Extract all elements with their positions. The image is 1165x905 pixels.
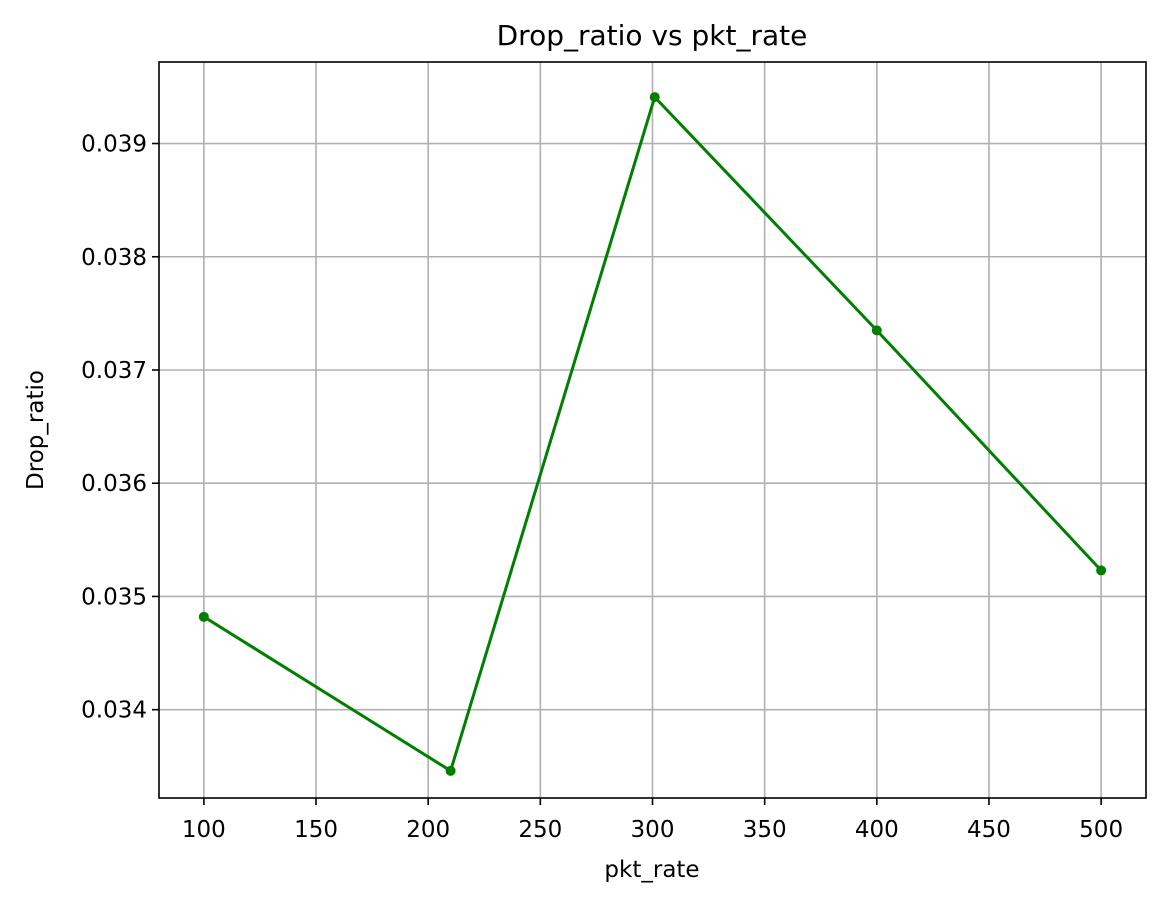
data-point: [198, 611, 209, 622]
x-tick-label: 100: [182, 817, 226, 843]
y-axis-title: Drop_ratio: [23, 370, 49, 490]
y-tick-label: 0.036: [81, 471, 147, 497]
x-tick-label: 150: [294, 817, 338, 843]
series-layer: [198, 92, 1107, 776]
data-point: [1096, 565, 1107, 576]
y-axis-ticks: 0.034 0.035 0.036 0.037 0.038 0.039: [81, 132, 159, 724]
grid-lines: [159, 62, 1146, 798]
x-tick-label: 250: [518, 817, 562, 843]
data-point: [649, 92, 660, 103]
x-tick-label: 500: [1079, 817, 1123, 843]
y-tick-label: 0.035: [81, 584, 147, 610]
x-tick-label: 450: [967, 817, 1011, 843]
x-tick-label: 350: [743, 817, 787, 843]
x-tick-label: 400: [855, 817, 899, 843]
x-axis-ticks: 100 150 200 250 300 350 400 450 500: [182, 798, 1123, 843]
y-tick-label: 0.034: [81, 698, 147, 724]
x-tick-label: 200: [406, 817, 450, 843]
x-axis-title: pkt_rate: [604, 857, 699, 883]
y-tick-label: 0.037: [81, 358, 147, 384]
data-point: [871, 325, 882, 336]
chart-title: Drop_ratio vs pkt_rate: [497, 19, 808, 52]
y-tick-label: 0.038: [81, 245, 147, 271]
x-tick-label: 300: [631, 817, 675, 843]
data-point: [445, 765, 456, 776]
y-tick-label: 0.039: [81, 132, 147, 158]
